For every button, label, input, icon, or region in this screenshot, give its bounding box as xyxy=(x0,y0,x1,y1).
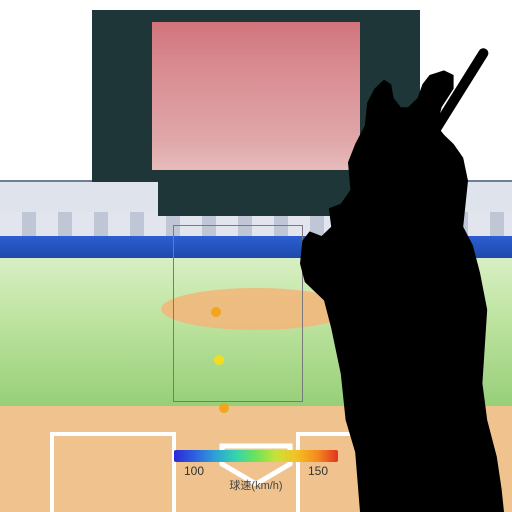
speed-gradient-bar xyxy=(174,450,338,462)
pitch-location-chart: 100 150 球速(km/h) xyxy=(0,0,512,512)
speed-ticks: 100 150 xyxy=(174,464,338,478)
scoreboard-screen xyxy=(152,22,360,170)
batter-box-left xyxy=(50,432,176,512)
pitch-marker xyxy=(219,403,229,413)
speed-label: 球速(km/h) xyxy=(174,477,338,493)
scoreboard-base xyxy=(158,182,354,216)
strike-zone xyxy=(173,225,303,402)
speed-tick-min: 100 xyxy=(184,464,204,478)
pitch-marker xyxy=(211,307,221,317)
pitch-marker xyxy=(214,355,224,365)
speed-legend: 100 150 球速(km/h) xyxy=(174,450,338,493)
speed-tick-max: 150 xyxy=(308,464,328,478)
